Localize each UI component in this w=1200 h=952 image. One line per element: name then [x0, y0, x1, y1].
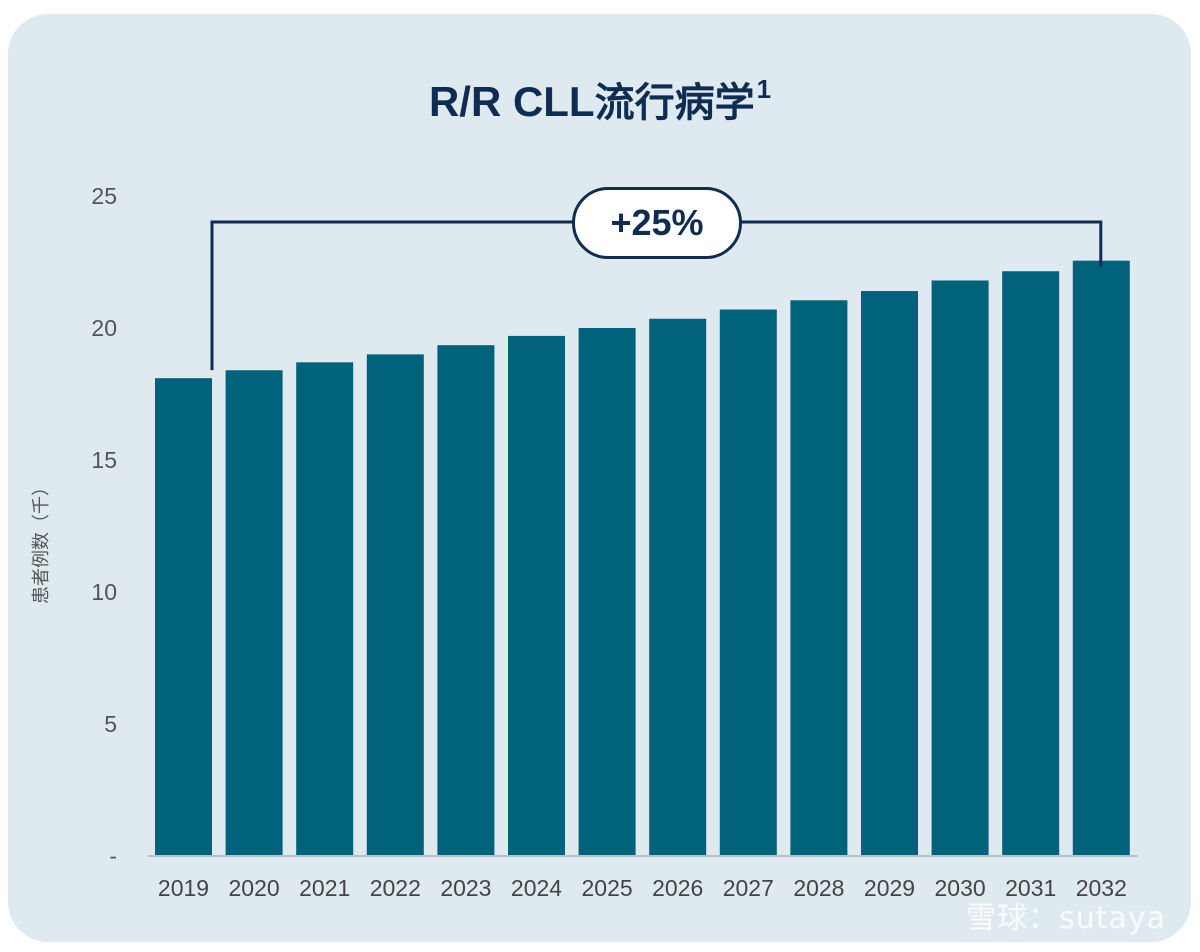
- x-tick-label: 2025: [582, 875, 633, 901]
- y-tick-label: 5: [104, 711, 117, 737]
- x-tick-label: 2022: [370, 875, 421, 901]
- x-axis-ticks: 2019 2020 2021 2022 2023 2024 2025 2026 2027 2028…: [158, 875, 1127, 901]
- bar-2030: [931, 280, 989, 857]
- bar-2024: [508, 335, 565, 856]
- bar-2031: [1002, 271, 1060, 856]
- y-tick-label: 10: [91, 579, 117, 605]
- x-tick-label: 2024: [511, 875, 562, 901]
- bar-2020: [225, 370, 283, 856]
- y-axis-ticks: - 5 10 15 20 25: [91, 183, 117, 869]
- x-tick-label: 2020: [229, 875, 280, 901]
- x-tick-label: 2030: [935, 875, 986, 901]
- x-tick-label: 2026: [652, 875, 703, 901]
- x-tick-label: 2029: [864, 875, 915, 901]
- title-superscript: 1: [756, 74, 772, 104]
- chart-title: R/R CLL流行病学1: [0, 70, 1200, 128]
- y-tick-label: 15: [91, 447, 117, 473]
- bar-2019: [155, 378, 212, 856]
- x-tick-label: 2028: [793, 875, 844, 901]
- x-tick-label: 2023: [440, 875, 491, 901]
- bar-2029: [861, 291, 918, 856]
- title-cn: 流行病学: [594, 80, 755, 126]
- bar-2027: [719, 309, 777, 856]
- x-tick-label: 2032: [1076, 875, 1127, 901]
- bar-2026: [649, 318, 707, 856]
- bar-2032: [1072, 260, 1130, 856]
- y-tick-label: 25: [91, 183, 117, 209]
- bar-2021: [296, 362, 354, 856]
- growth-badge: +25%: [572, 187, 742, 259]
- x-tick-label: 2027: [723, 875, 774, 901]
- x-tick-label: 2019: [158, 875, 209, 901]
- bar-2023: [437, 345, 495, 856]
- y-tick-label: 20: [91, 315, 117, 341]
- bar-2022: [366, 354, 424, 856]
- title-main: R/R CLL: [428, 78, 595, 125]
- bar-2025: [578, 328, 636, 856]
- x-tick-label: 2021: [299, 875, 350, 901]
- bar-2028: [790, 300, 848, 856]
- y-axis-label: 患者例数（千）: [31, 478, 52, 604]
- watermark: 雪球：sutaya: [966, 901, 1166, 936]
- x-tick-label: 2031: [1005, 875, 1056, 901]
- bars: [155, 260, 1130, 857]
- y-tick-label: -: [109, 843, 117, 869]
